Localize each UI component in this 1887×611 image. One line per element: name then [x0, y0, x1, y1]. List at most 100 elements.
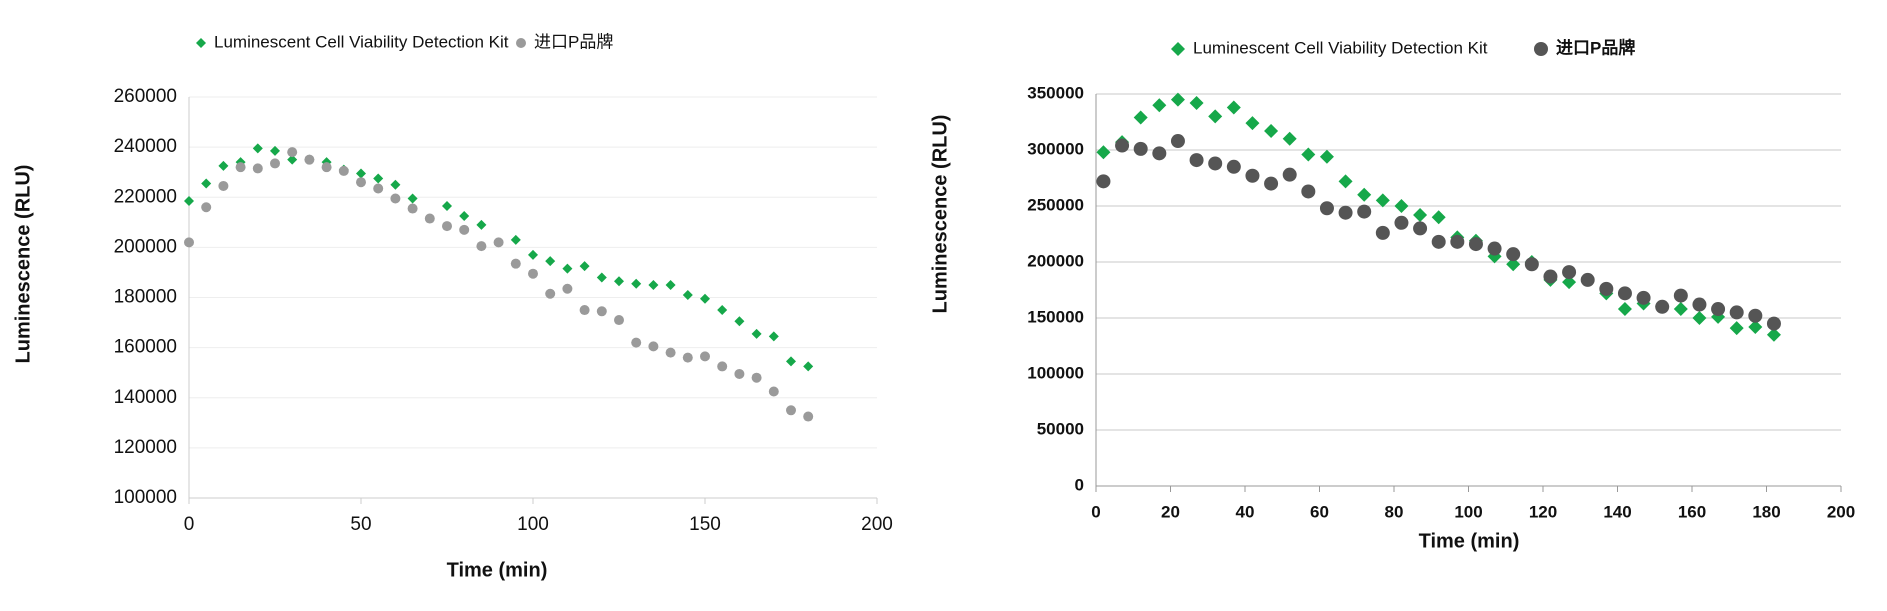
x-tick-label: 140: [1603, 502, 1631, 521]
data-point: [1711, 302, 1726, 317]
data-point: [1562, 265, 1577, 280]
data-point: [1264, 176, 1279, 191]
data-point: [803, 361, 814, 372]
data-point: [476, 241, 487, 252]
data-point: [803, 411, 814, 422]
x-tick-label: 0: [184, 514, 195, 535]
data-point: [1524, 257, 1539, 272]
x-axis-title: Time (min): [447, 559, 548, 581]
data-point: [665, 279, 676, 290]
y-axis-title: Luminescence (RLU): [929, 115, 951, 314]
data-point: [734, 368, 745, 379]
data-point: [1450, 234, 1465, 249]
data-point: [1617, 302, 1632, 317]
x-tick-label: 160: [1678, 502, 1706, 521]
data-point: [579, 305, 590, 316]
data-point: [407, 203, 418, 214]
data-point: [1431, 234, 1446, 249]
data-point: [235, 162, 246, 173]
data-point: [751, 372, 762, 383]
x-tick-label: 200: [1827, 502, 1855, 521]
data-point: [1357, 204, 1372, 219]
data-point: [545, 288, 556, 299]
x-tick-label: 200: [861, 514, 893, 535]
data-point: [252, 143, 263, 154]
data-point: [321, 162, 332, 173]
y-tick-label: 100000: [114, 487, 177, 508]
data-point: [1487, 241, 1502, 256]
data-point: [579, 261, 590, 272]
data-point: [614, 276, 624, 287]
data-point: [1394, 215, 1409, 230]
data-point: [562, 283, 573, 294]
x-tick-label: 50: [350, 514, 371, 535]
data-point: [287, 147, 298, 158]
data-point: [1301, 184, 1316, 199]
x-axis-title: Time (min): [1419, 530, 1520, 552]
legend-label: Luminescent Cell Viability Detection Kit: [1193, 38, 1488, 57]
data-point: [270, 158, 280, 169]
data-point: [1413, 221, 1428, 236]
x-tick-label: 60: [1310, 502, 1329, 521]
data-point: [631, 337, 642, 348]
x-tick-label: 40: [1236, 502, 1255, 521]
data-point: [1357, 187, 1372, 202]
data-point: [1543, 269, 1558, 284]
data-point: [1748, 319, 1763, 334]
data-point: [596, 272, 607, 283]
x-tick-label: 0: [1091, 502, 1100, 521]
data-point: [648, 341, 659, 352]
data-point: [510, 234, 521, 245]
data-point: [184, 237, 194, 248]
data-point: [1468, 237, 1483, 252]
y-tick-label: 300000: [1027, 139, 1084, 158]
y-tick-label: 100000: [1027, 363, 1084, 382]
data-point: [786, 356, 796, 367]
data-point: [614, 315, 624, 326]
data-point: [1394, 199, 1409, 213]
data-point: [682, 352, 693, 363]
data-point: [1599, 281, 1614, 296]
x-tick-label: 100: [1454, 502, 1482, 521]
y-tick-label: 140000: [114, 387, 177, 408]
data-point: [338, 165, 349, 176]
y-tick-label: 150000: [1027, 307, 1084, 326]
data-point: [1170, 134, 1185, 149]
data-point: [1208, 109, 1223, 124]
data-point: [717, 305, 728, 316]
data-point: [562, 263, 573, 274]
data-point: [459, 224, 470, 235]
data-point: [1729, 321, 1744, 336]
data-point: [1282, 167, 1297, 182]
data-point: [1282, 131, 1297, 146]
data-point: [1301, 147, 1316, 162]
data-point: [751, 328, 762, 339]
data-point: [665, 347, 676, 358]
data-point: [424, 213, 435, 224]
data-point: [596, 306, 607, 317]
data-point: [700, 351, 710, 362]
data-point: [201, 178, 212, 189]
data-point: [442, 221, 452, 232]
y-tick-label: 180000: [114, 287, 177, 308]
data-point: [1096, 174, 1111, 189]
data-point: [545, 256, 556, 267]
legend-marker: [196, 38, 206, 48]
data-point: [1636, 290, 1651, 305]
data-point: [1152, 98, 1167, 113]
data-point: [390, 193, 401, 204]
y-tick-label: 220000: [114, 186, 177, 207]
data-point: [1152, 146, 1167, 161]
y-tick-label: 50000: [1037, 419, 1084, 438]
y-tick-label: 200000: [1027, 251, 1084, 270]
data-point: [1413, 207, 1428, 222]
data-point: [356, 177, 366, 188]
data-point: [1692, 311, 1707, 325]
data-point: [252, 163, 263, 174]
data-point: [1319, 149, 1334, 164]
legend-label: Luminescent Cell Viability Detection Kit: [214, 32, 509, 51]
data-point: [459, 211, 470, 222]
data-point: [768, 386, 779, 397]
y-tick-label: 240000: [114, 136, 177, 157]
